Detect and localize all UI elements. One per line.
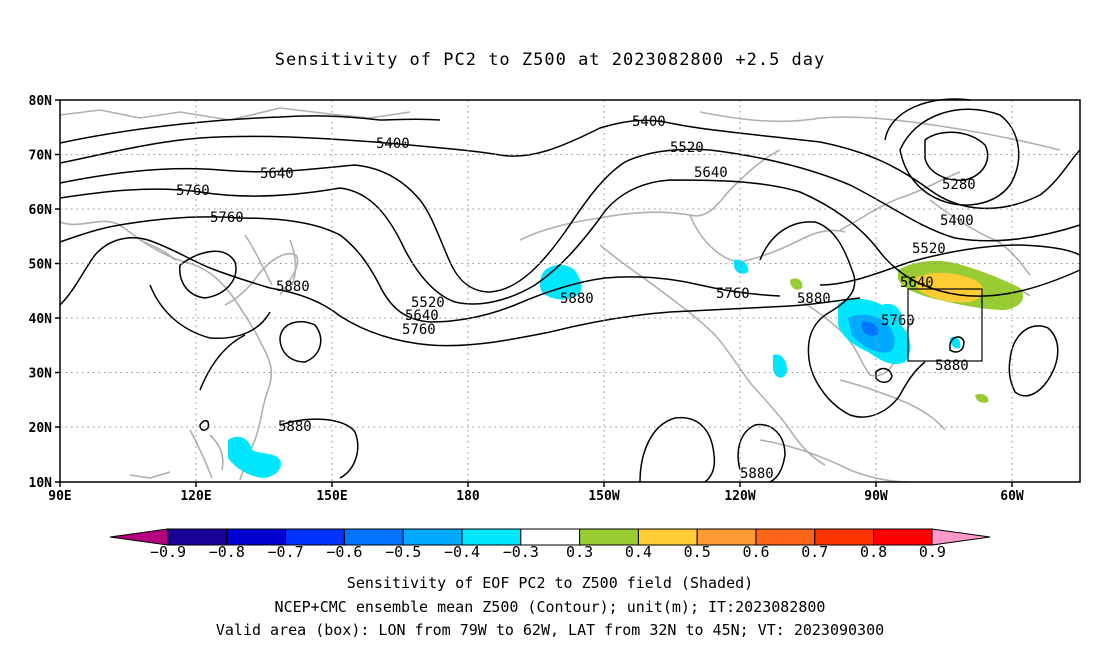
colorbar-label: 0.4 [625,543,652,561]
chart-title: Sensitivity of PC2 to Z500 at 2023082800… [274,50,826,70]
map-frame [59,99,1081,483]
colorbar-label: −0.3 [503,543,539,561]
lat-label: 80N [29,94,53,109]
colorbar-label: 0.7 [801,543,828,561]
shade-pos-green-small [790,278,803,290]
colorbar-boxes [167,528,933,546]
valid-area-box [907,288,983,362]
lat-label: 30N [29,367,53,382]
contour-label: 5640 [694,165,728,181]
lon-label: 60W [1000,489,1024,504]
shade-neg-baja [773,354,788,378]
contour-label: 5520 [912,241,946,257]
contour-label: 5640 [260,166,294,182]
lon-label: 150W [588,489,619,504]
colorbar-left-arrow [109,528,169,546]
contour-label: 5520 [670,140,704,156]
lon-label: 90W [864,489,888,504]
colorbar-label: −0.9 [150,543,186,561]
longitude-labels: 90E 120E 150E 180 150W 120W 90W 60W [48,489,1024,504]
axis-ticks [55,99,1013,487]
shade-neg-eastern-us-deep [862,321,879,336]
lon-label: 120E [180,489,211,504]
colorbar-label: 0.9 [919,543,946,561]
contour-label: 5400 [376,136,410,152]
contour-label: 5400 [632,114,666,130]
contour-label: 5880 [935,358,969,374]
contour-label: 5760 [716,286,750,302]
colorbar-label: 0.6 [742,543,769,561]
contour-label: 5760 [402,322,436,338]
footer-line-3: Valid area (box): LON from 79W to 62W, L… [215,621,885,639]
contour-label: 5880 [276,279,310,295]
lat-label: 70N [29,149,53,164]
colorbar-label: −0.7 [268,543,304,561]
contour-lines [59,98,1081,483]
colorbar-label: −0.5 [385,543,421,561]
colorbar-label: −0.6 [326,543,362,561]
contour-label: 5760 [881,313,915,329]
footer-line-1: Sensitivity of EOF PC2 to Z500 field (Sh… [346,574,754,592]
latitude-labels: 80N 70N 60N 50N 40N 30N 20N 10N [29,94,53,491]
contour-label: 5760 [176,183,210,199]
colorbar-labels: −0.9 −0.8 −0.7 −0.6 −0.5 −0.4 −0.3 0.3 0.4 0.5 0.6… [150,543,946,561]
contour-label: 5880 [797,291,831,307]
lon-label: 90E [48,489,71,504]
lat-label: 10N [29,476,53,491]
lat-label: 50N [29,258,53,273]
contour-label: 5880 [278,419,312,435]
colorbar-label: 0.3 [566,543,593,561]
colorbar: −0.9 −0.8 −0.7 −0.6 −0.5 −0.4 −0.3 0.3 0.4 0.5 0.6… [109,528,991,561]
footer-line-2: NCEP+CMC ensemble mean Z500 (Contour); u… [274,598,826,616]
shade-pos-green-atlantic [975,393,989,403]
contour-label: 5880 [740,466,774,482]
lon-label: 120W [724,489,755,504]
contour-label: 5880 [560,291,594,307]
contour-label: 5760 [210,210,244,226]
colorbar-label: 0.8 [860,543,887,561]
lat-label: 60N [29,203,53,218]
contour-labels: 5400 5400 5520 5640 5640 5760 5760 5280 … [176,114,976,482]
contour-label: 5280 [942,177,976,193]
contour-label: 5520 [411,295,445,311]
contour-label: 5640 [900,275,934,291]
colorbar-label: −0.4 [444,543,480,561]
shade-neg-west-pacific [228,436,281,478]
lon-label: 180 [456,489,480,504]
contour-label: 5640 [405,308,439,324]
colorbar-label: 0.5 [684,543,711,561]
colorbar-right-arrow [931,528,991,546]
colorbar-label: −0.8 [209,543,245,561]
lon-label: 150E [316,489,347,504]
contour-label: 5400 [940,213,974,229]
lat-label: 40N [29,312,53,327]
lat-label: 20N [29,421,53,436]
